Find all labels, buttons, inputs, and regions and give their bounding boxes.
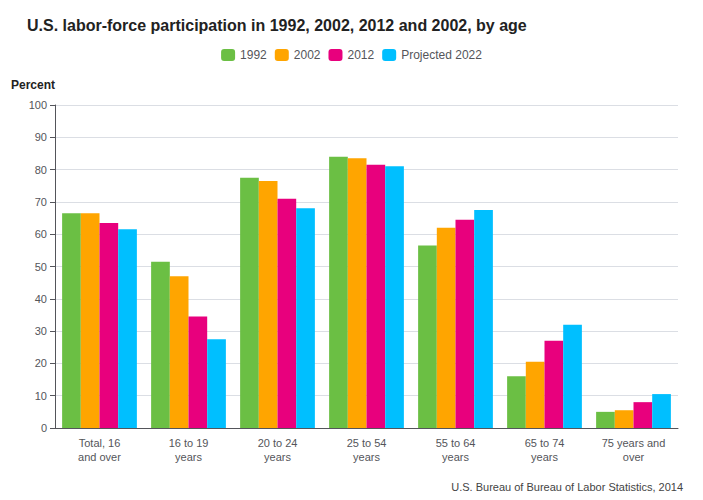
svg-text:U.S. Bureau of Bureau of Labor: U.S. Bureau of Bureau of Labor Statistic… — [451, 481, 683, 493]
svg-text:years: years — [175, 451, 202, 463]
svg-text:Percent: Percent — [11, 78, 55, 92]
svg-text:2002: 2002 — [294, 48, 321, 62]
svg-text:55 to 64: 55 to 64 — [436, 437, 476, 449]
svg-text:years: years — [531, 451, 558, 463]
svg-text:60: 60 — [35, 228, 47, 240]
svg-text:20 to 24: 20 to 24 — [258, 437, 298, 449]
svg-text:0: 0 — [41, 422, 47, 434]
svg-text:30: 30 — [35, 325, 47, 337]
svg-text:2012: 2012 — [347, 48, 374, 62]
svg-text:Projected 2022: Projected 2022 — [401, 48, 482, 62]
svg-text:years: years — [442, 451, 469, 463]
svg-text:Total, 16: Total, 16 — [79, 437, 121, 449]
svg-text:65 to 74: 65 to 74 — [525, 437, 565, 449]
svg-text:U.S. labor-force participation: U.S. labor-force participation in 1992, … — [27, 17, 527, 34]
svg-text:10: 10 — [35, 390, 47, 402]
svg-text:16 to 19: 16 to 19 — [169, 437, 209, 449]
svg-text:75 years and: 75 years and — [602, 437, 666, 449]
svg-text:70: 70 — [35, 196, 47, 208]
svg-text:years: years — [353, 451, 380, 463]
svg-text:25 to 54: 25 to 54 — [347, 437, 387, 449]
svg-text:20: 20 — [35, 357, 47, 369]
svg-text:years: years — [264, 451, 291, 463]
svg-text:and over: and over — [78, 451, 121, 463]
svg-text:100: 100 — [29, 99, 47, 111]
svg-text:80: 80 — [35, 164, 47, 176]
svg-text:over: over — [623, 451, 645, 463]
svg-text:50: 50 — [35, 261, 47, 273]
svg-text:1992: 1992 — [240, 48, 267, 62]
svg-text:90: 90 — [35, 131, 47, 143]
svg-text:40: 40 — [35, 293, 47, 305]
